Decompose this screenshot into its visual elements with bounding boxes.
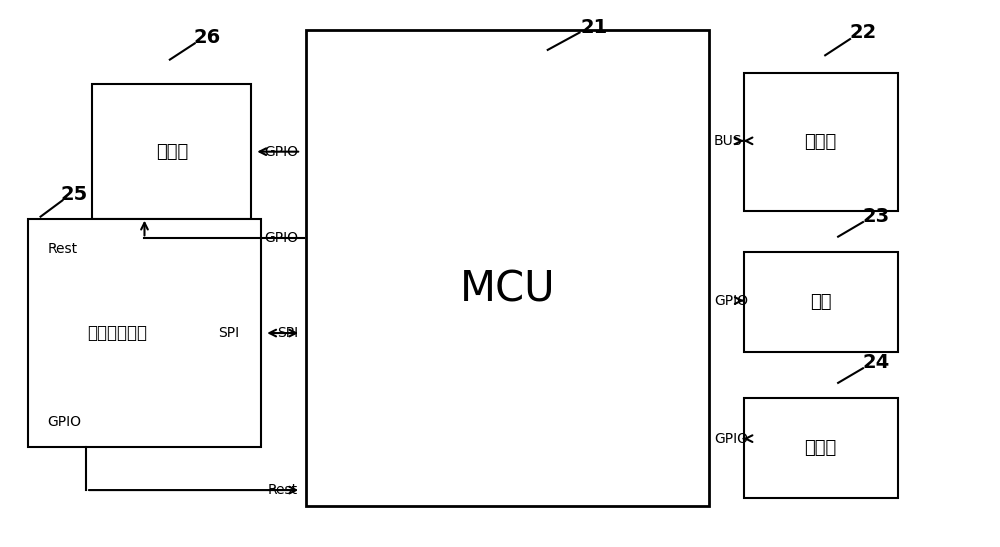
Text: 26: 26 xyxy=(193,28,220,48)
Text: Rest: Rest xyxy=(48,242,78,256)
Bar xyxy=(28,219,261,447)
Text: MCU: MCU xyxy=(460,269,556,311)
Text: GPIO: GPIO xyxy=(714,432,748,446)
Text: 扬声器: 扬声器 xyxy=(805,439,837,457)
Text: 无线通信模块: 无线通信模块 xyxy=(87,324,147,342)
Bar xyxy=(744,398,898,498)
Text: SPI: SPI xyxy=(219,326,240,340)
Text: BUS: BUS xyxy=(714,134,742,148)
Text: 显示屏: 显示屏 xyxy=(156,143,188,161)
Text: 21: 21 xyxy=(581,18,608,37)
Text: SPI: SPI xyxy=(277,326,298,340)
Text: 24: 24 xyxy=(862,353,890,373)
Text: GPIO: GPIO xyxy=(48,415,82,429)
Text: 23: 23 xyxy=(862,207,889,226)
Text: GPIO: GPIO xyxy=(264,231,298,245)
Text: GPIO: GPIO xyxy=(714,294,748,307)
Text: 开关: 开关 xyxy=(810,293,831,311)
Text: 传感器: 传感器 xyxy=(805,133,837,151)
Text: GPIO: GPIO xyxy=(264,144,298,159)
Bar xyxy=(306,30,709,507)
Text: Rest: Rest xyxy=(268,483,298,497)
Bar xyxy=(92,84,251,219)
Text: 22: 22 xyxy=(849,23,877,42)
Bar xyxy=(744,73,898,211)
Bar xyxy=(744,252,898,352)
Text: 25: 25 xyxy=(61,185,88,205)
